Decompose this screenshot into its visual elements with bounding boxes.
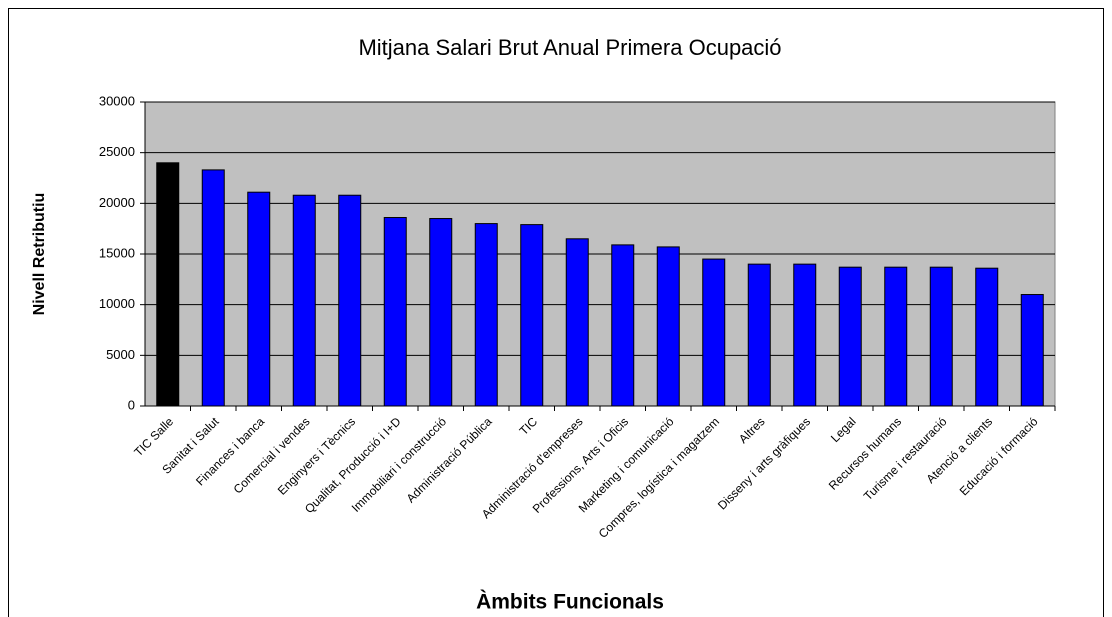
y-tick-label: 30000 (99, 93, 135, 108)
bar (975, 267, 999, 407)
bar (565, 238, 589, 407)
bar (429, 218, 453, 407)
bar (474, 223, 498, 407)
bar (793, 263, 817, 407)
bar (520, 224, 544, 407)
bar (338, 194, 362, 407)
y-tick-label: 5000 (106, 347, 135, 362)
bar (656, 246, 680, 407)
bar (702, 258, 726, 407)
bar (929, 266, 953, 407)
bar (611, 244, 635, 407)
bar (247, 191, 271, 407)
chart-title: Mitjana Salari Brut Anual Primera Ocupac… (358, 35, 781, 60)
y-tick-label: 20000 (99, 195, 135, 210)
bar (292, 194, 316, 407)
bar (201, 169, 225, 407)
bar (383, 217, 407, 407)
y-tick-label: 25000 (99, 144, 135, 159)
bar (1020, 294, 1044, 407)
bar (884, 266, 908, 407)
bar (156, 162, 180, 407)
bar (838, 266, 862, 407)
y-tick-label: 10000 (99, 296, 135, 311)
y-tick-label: 15000 (99, 245, 135, 260)
bar (747, 263, 771, 407)
y-axis-title: Nivell Retributiu (31, 193, 48, 316)
y-tick-label: 0 (128, 397, 135, 412)
x-axis-title: Àmbits Funcionals (476, 591, 664, 614)
